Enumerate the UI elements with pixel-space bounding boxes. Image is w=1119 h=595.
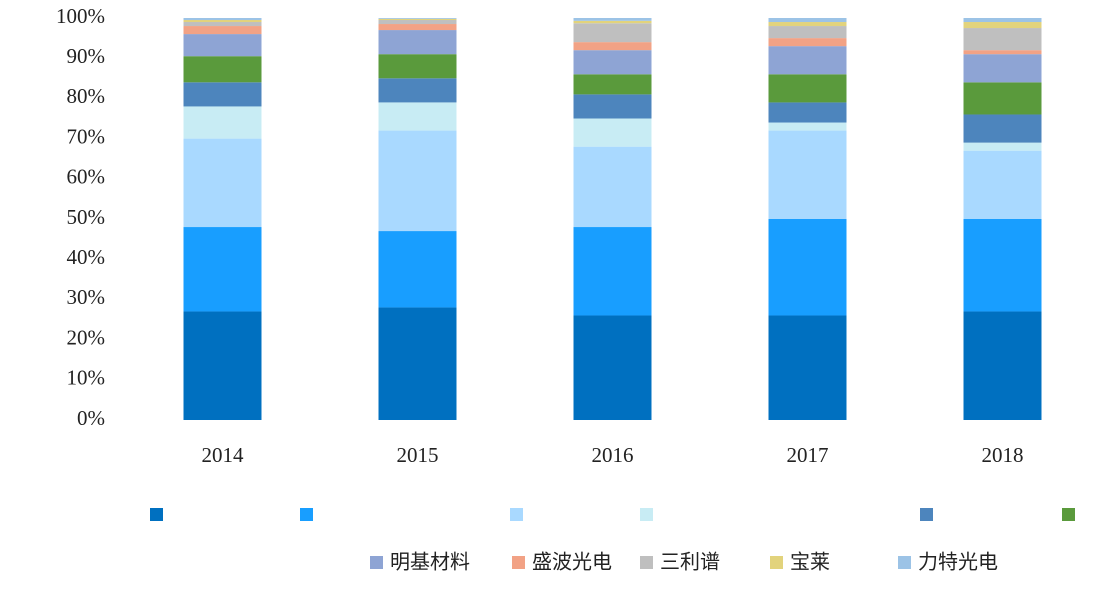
y-tick-label: 90% bbox=[67, 44, 106, 68]
bar-segment bbox=[963, 82, 1042, 115]
legend-swatch bbox=[1062, 508, 1075, 521]
bar-segment bbox=[768, 26, 847, 39]
y-tick-label: 80% bbox=[67, 84, 106, 108]
bar-segment bbox=[378, 102, 457, 131]
bar-segment bbox=[768, 315, 847, 420]
bar-segment bbox=[378, 307, 457, 420]
bar-segment bbox=[378, 18, 457, 19]
bar-segment bbox=[573, 18, 652, 21]
bar-segment bbox=[963, 114, 1042, 143]
bar-segment bbox=[768, 46, 847, 75]
y-tick-label: 50% bbox=[67, 205, 106, 229]
x-tick-label: 2015 bbox=[397, 443, 439, 467]
bar-segment bbox=[963, 50, 1042, 55]
bar-segment bbox=[378, 24, 457, 31]
legend-label: 力特光电 bbox=[918, 550, 998, 574]
bar-segment bbox=[573, 118, 652, 147]
legend-swatch bbox=[640, 508, 653, 521]
bar-segment bbox=[378, 54, 457, 79]
bar-segment bbox=[963, 22, 1042, 29]
bar-segment bbox=[378, 20, 457, 25]
bar-segment bbox=[573, 74, 652, 95]
bar-segment bbox=[573, 20, 652, 24]
y-tick-label: 20% bbox=[67, 325, 106, 349]
y-tick-label: 70% bbox=[67, 124, 106, 148]
bar-segment bbox=[183, 138, 262, 228]
bar-segment bbox=[183, 227, 262, 312]
bar-segment bbox=[768, 102, 847, 123]
x-tick-label: 2014 bbox=[202, 443, 245, 467]
bar-segment bbox=[378, 30, 457, 55]
bar-segment bbox=[183, 311, 262, 420]
bar-segment bbox=[573, 50, 652, 75]
bar-segment bbox=[768, 22, 847, 27]
bar-segment bbox=[963, 28, 1042, 51]
bar-segment bbox=[963, 142, 1042, 151]
legend-swatch bbox=[770, 556, 783, 569]
y-tick-label: 60% bbox=[67, 165, 106, 189]
bar-segment bbox=[768, 122, 847, 131]
bar-segment bbox=[183, 82, 262, 107]
bar-segment bbox=[963, 311, 1042, 420]
x-tick-label: 2018 bbox=[982, 443, 1024, 467]
legend-label: 宝莱 bbox=[790, 550, 830, 574]
bar-segment bbox=[378, 18, 457, 21]
legend-swatch bbox=[640, 556, 653, 569]
bar-segment bbox=[573, 42, 652, 51]
y-tick-label: 40% bbox=[67, 245, 106, 269]
bar-segment bbox=[768, 219, 847, 316]
bar-segment bbox=[573, 227, 652, 316]
bar-segment bbox=[963, 150, 1042, 219]
x-tick-label: 2017 bbox=[787, 443, 829, 467]
y-tick-label: 0% bbox=[77, 406, 105, 430]
legend-label: 盛波光电 bbox=[532, 550, 612, 574]
bar-segment bbox=[768, 18, 847, 23]
legend-label: 三利谱 bbox=[660, 550, 720, 574]
legend-swatch bbox=[898, 556, 911, 569]
y-tick-label: 30% bbox=[67, 285, 106, 309]
legend-swatch bbox=[300, 508, 313, 521]
bar-segment bbox=[963, 54, 1042, 83]
bar-segment bbox=[183, 22, 262, 27]
bar-segment bbox=[183, 34, 262, 57]
bar-segment bbox=[378, 231, 457, 308]
bar-segment bbox=[768, 130, 847, 219]
bar-segment bbox=[768, 74, 847, 103]
y-tick-label: 10% bbox=[67, 366, 106, 390]
bar-segment bbox=[573, 94, 652, 119]
bar-segment bbox=[183, 26, 262, 35]
bar-segment bbox=[573, 315, 652, 420]
bar-segment bbox=[183, 106, 262, 139]
legend-swatch bbox=[510, 508, 523, 521]
bar-segment bbox=[378, 78, 457, 103]
bar-segment bbox=[183, 18, 262, 21]
y-tick-label: 100% bbox=[56, 4, 105, 28]
bar-segment bbox=[963, 18, 1042, 23]
legend-swatch bbox=[370, 556, 383, 569]
legend-swatch bbox=[512, 556, 525, 569]
legend-swatch bbox=[920, 508, 933, 521]
bar-segment bbox=[378, 130, 457, 232]
x-tick-label: 2016 bbox=[592, 443, 634, 467]
bar-segment bbox=[573, 23, 652, 43]
bar-segment bbox=[183, 20, 262, 23]
bar-segment bbox=[183, 56, 262, 83]
legend-swatch bbox=[150, 508, 163, 521]
legend-label: 明基材料 bbox=[390, 550, 470, 574]
bar-segment bbox=[768, 38, 847, 47]
bar-segment bbox=[963, 219, 1042, 312]
bar-segment bbox=[573, 146, 652, 228]
